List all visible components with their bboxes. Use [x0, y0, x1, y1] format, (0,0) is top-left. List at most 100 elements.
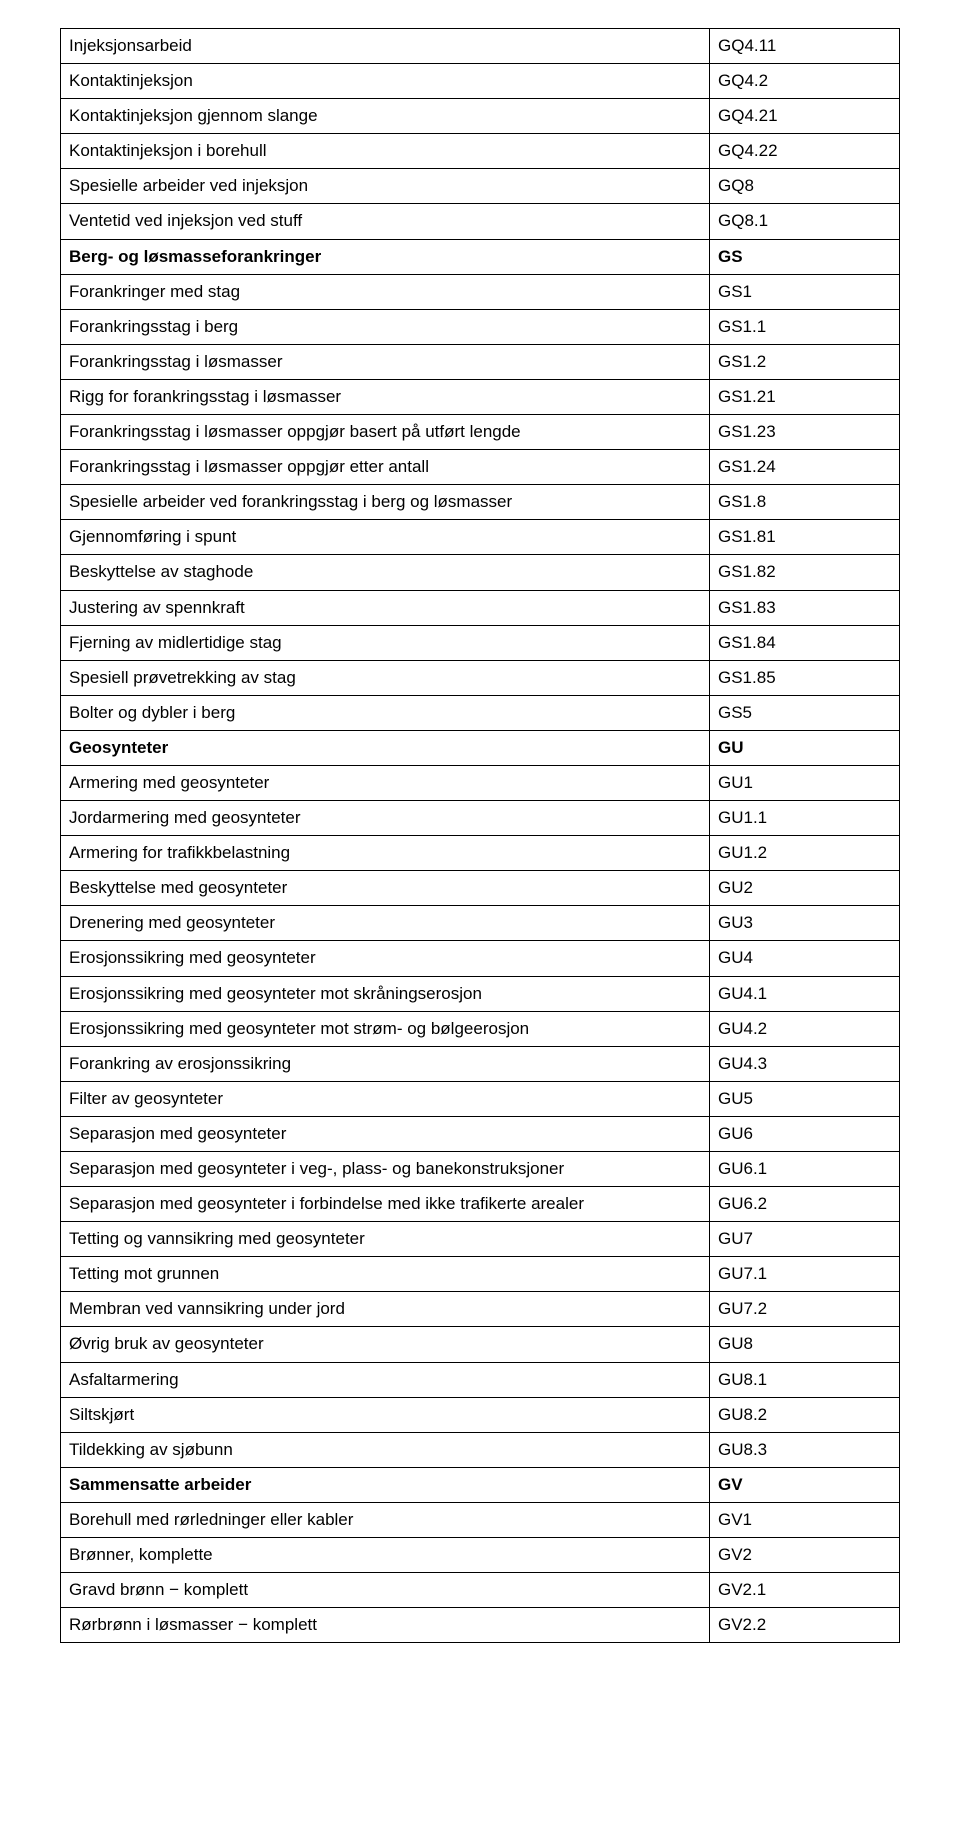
row-code: GU8.3: [710, 1432, 900, 1467]
row-code: GV1: [710, 1502, 900, 1537]
row-code: GS1.8: [710, 485, 900, 520]
row-code: GU4.2: [710, 1011, 900, 1046]
row-label: Forankring av erosjonssikring: [61, 1046, 710, 1081]
row-code: GU: [710, 730, 900, 765]
row-code: GQ4.22: [710, 134, 900, 169]
row-label: Bolter og dybler i berg: [61, 695, 710, 730]
row-label: Separasjon med geosynteter i forbindelse…: [61, 1187, 710, 1222]
row-code: GS1.85: [710, 660, 900, 695]
row-label: Spesielle arbeider ved injeksjon: [61, 169, 710, 204]
row-code: GU5: [710, 1081, 900, 1116]
table-row: Armering med geosynteterGU1: [61, 765, 900, 800]
row-label: Forankringsstag i løsmasser oppgjør base…: [61, 415, 710, 450]
table-row: Gjennomføring i spuntGS1.81: [61, 520, 900, 555]
table-row: Sammensatte arbeiderGV: [61, 1467, 900, 1502]
row-code: GU4: [710, 941, 900, 976]
row-label: Armering med geosynteter: [61, 765, 710, 800]
row-code: GS1.81: [710, 520, 900, 555]
row-code: GQ4.2: [710, 64, 900, 99]
row-label: Brønner, komplette: [61, 1538, 710, 1573]
table-row: Brønner, kompletteGV2: [61, 1538, 900, 1573]
table-row: GeosynteterGU: [61, 730, 900, 765]
table-row: Separasjon med geosynteter i veg-, plass…: [61, 1152, 900, 1187]
table-row: Separasjon med geosynteter i forbindelse…: [61, 1187, 900, 1222]
table-row: Separasjon med geosynteterGU6: [61, 1116, 900, 1151]
row-code: GV2: [710, 1538, 900, 1573]
row-label: Injeksjonsarbeid: [61, 29, 710, 64]
row-label: Borehull med rørledninger eller kabler: [61, 1502, 710, 1537]
row-label: Kontaktinjeksjon i borehull: [61, 134, 710, 169]
row-label: Berg- og løsmasseforankringer: [61, 239, 710, 274]
row-code: GV2.2: [710, 1608, 900, 1643]
codes-table: InjeksjonsarbeidGQ4.11KontaktinjeksjonGQ…: [60, 28, 900, 1643]
row-code: GS1.23: [710, 415, 900, 450]
row-code: GU7.1: [710, 1257, 900, 1292]
row-code: GS1: [710, 274, 900, 309]
row-label: Tetting og vannsikring med geosynteter: [61, 1222, 710, 1257]
table-row: Rørbrønn i løsmasser − komplettGV2.2: [61, 1608, 900, 1643]
row-label: Kontaktinjeksjon gjennom slange: [61, 99, 710, 134]
table-row: Drenering med geosynteterGU3: [61, 906, 900, 941]
row-code: GS1.82: [710, 555, 900, 590]
table-row: Gravd brønn − komplettGV2.1: [61, 1573, 900, 1608]
table-row: Forankringer med stagGS1: [61, 274, 900, 309]
row-code: GQ8.1: [710, 204, 900, 239]
row-label: Siltskjørt: [61, 1397, 710, 1432]
table-row: Forankringsstag i bergGS1.1: [61, 309, 900, 344]
row-code: GU8.1: [710, 1362, 900, 1397]
row-label: Gjennomføring i spunt: [61, 520, 710, 555]
table-row: Tetting mot grunnenGU7.1: [61, 1257, 900, 1292]
row-code: GU6: [710, 1116, 900, 1151]
row-label: Membran ved vannsikring under jord: [61, 1292, 710, 1327]
row-code: GS1.84: [710, 625, 900, 660]
table-row: Borehull med rørledninger eller kablerGV…: [61, 1502, 900, 1537]
row-label: Ventetid ved injeksjon ved stuff: [61, 204, 710, 239]
row-label: Filter av geosynteter: [61, 1081, 710, 1116]
table-row: InjeksjonsarbeidGQ4.11: [61, 29, 900, 64]
table-row: Ventetid ved injeksjon ved stuffGQ8.1: [61, 204, 900, 239]
row-label: Øvrig bruk av geosynteter: [61, 1327, 710, 1362]
table-row: Erosjonssikring med geosynteter mot strø…: [61, 1011, 900, 1046]
row-label: Sammensatte arbeider: [61, 1467, 710, 1502]
row-code: GS1.24: [710, 450, 900, 485]
table-row: Armering for trafikkbelastningGU1.2: [61, 836, 900, 871]
page: InjeksjonsarbeidGQ4.11KontaktinjeksjonGQ…: [0, 0, 960, 1683]
row-code: GS1.1: [710, 309, 900, 344]
row-label: Forankringsstag i løsmasser oppgjør ette…: [61, 450, 710, 485]
row-code: GU6.1: [710, 1152, 900, 1187]
row-label: Erosjonssikring med geosynteter mot skrå…: [61, 976, 710, 1011]
row-label: Rørbrønn i løsmasser − komplett: [61, 1608, 710, 1643]
table-row: Forankring av erosjonssikringGU4.3: [61, 1046, 900, 1081]
row-code: GV2.1: [710, 1573, 900, 1608]
table-row: Fjerning av midlertidige stagGS1.84: [61, 625, 900, 660]
row-code: GS1.83: [710, 590, 900, 625]
table-row: Kontaktinjeksjon gjennom slangeGQ4.21: [61, 99, 900, 134]
row-code: GQ4.11: [710, 29, 900, 64]
table-row: Kontaktinjeksjon i borehullGQ4.22: [61, 134, 900, 169]
row-label: Armering for trafikkbelastning: [61, 836, 710, 871]
table-row: Justering av spennkraftGS1.83: [61, 590, 900, 625]
row-code: GU2: [710, 871, 900, 906]
row-code: GS: [710, 239, 900, 274]
table-row: SiltskjørtGU8.2: [61, 1397, 900, 1432]
table-row: Forankringsstag i løsmasser oppgjør ette…: [61, 450, 900, 485]
table-row: Filter av geosynteterGU5: [61, 1081, 900, 1116]
table-row: KontaktinjeksjonGQ4.2: [61, 64, 900, 99]
row-label: Rigg for forankringsstag i løsmasser: [61, 379, 710, 414]
table-row: Bolter og dybler i bergGS5: [61, 695, 900, 730]
row-code: GU1.2: [710, 836, 900, 871]
row-label: Forankringer med stag: [61, 274, 710, 309]
row-code: GV: [710, 1467, 900, 1502]
table-row: Beskyttelse av staghodeGS1.82: [61, 555, 900, 590]
table-row: Erosjonssikring med geosynteter mot skrå…: [61, 976, 900, 1011]
row-code: GU1: [710, 765, 900, 800]
table-row: Tetting og vannsikring med geosynteterGU…: [61, 1222, 900, 1257]
row-label: Separasjon med geosynteter: [61, 1116, 710, 1151]
row-label: Gravd brønn − komplett: [61, 1573, 710, 1608]
table-row: Spesielle arbeider ved injeksjonGQ8: [61, 169, 900, 204]
row-label: Forankringsstag i berg: [61, 309, 710, 344]
row-code: GU4.3: [710, 1046, 900, 1081]
row-label: Spesiell prøvetrekking av stag: [61, 660, 710, 695]
row-label: Forankringsstag i løsmasser: [61, 344, 710, 379]
row-code: GQ8: [710, 169, 900, 204]
